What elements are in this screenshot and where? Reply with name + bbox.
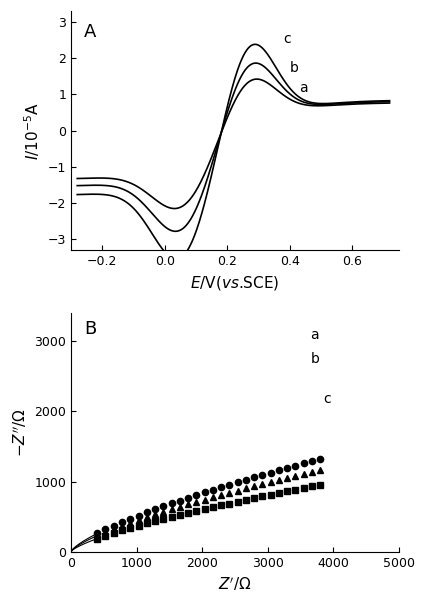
- Text: B: B: [84, 320, 96, 338]
- Text: b: b: [290, 61, 299, 75]
- Text: A: A: [84, 23, 97, 41]
- X-axis label: $Z'$/Ω: $Z'$/Ω: [218, 575, 252, 593]
- Text: a: a: [299, 80, 308, 95]
- Text: c: c: [283, 32, 291, 46]
- Text: b: b: [311, 352, 319, 366]
- Text: a: a: [311, 329, 319, 342]
- Y-axis label: $-Z''$/Ω: $-Z''$/Ω: [11, 408, 29, 457]
- Text: c: c: [323, 391, 331, 406]
- X-axis label: $E$/V($\it{vs}$.SCE): $E$/V($\it{vs}$.SCE): [190, 274, 280, 292]
- Y-axis label: $I$/10$^{-5}$A: $I$/10$^{-5}$A: [23, 102, 42, 159]
